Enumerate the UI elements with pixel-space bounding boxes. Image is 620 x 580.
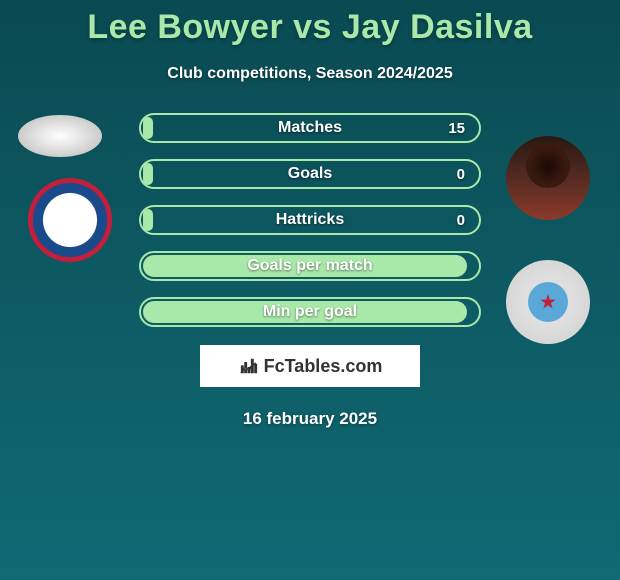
stat-label: Hattricks bbox=[276, 211, 344, 229]
stat-fill bbox=[143, 209, 153, 231]
player-right-photo bbox=[506, 136, 590, 220]
brand-box[interactable]: FcTables.com bbox=[200, 345, 420, 387]
stat-value: 0 bbox=[457, 166, 465, 183]
subtitle: Club competitions, Season 2024/2025 bbox=[0, 65, 620, 83]
stat-fill bbox=[143, 117, 153, 139]
comparison-title: Lee Bowyer vs Jay Dasilva bbox=[0, 0, 620, 47]
stat-bar-min-per-goal: Min per goal bbox=[139, 297, 481, 327]
club-right-badge bbox=[506, 260, 590, 344]
stat-bar-goals-per-match: Goals per match bbox=[139, 251, 481, 281]
club-left-badge bbox=[28, 178, 112, 262]
player-left-photo bbox=[18, 115, 102, 157]
stat-bar-matches: Matches 15 bbox=[139, 113, 481, 143]
date: 16 february 2025 bbox=[0, 409, 620, 429]
chart-icon bbox=[238, 356, 260, 376]
stat-bar-hattricks: Hattricks 0 bbox=[139, 205, 481, 235]
stat-label: Min per goal bbox=[263, 303, 357, 321]
stat-bar-goals: Goals 0 bbox=[139, 159, 481, 189]
stat-fill bbox=[143, 163, 153, 185]
stat-value: 0 bbox=[457, 212, 465, 229]
stat-label: Matches bbox=[278, 119, 342, 137]
stat-label: Goals bbox=[288, 165, 332, 183]
stat-value: 15 bbox=[448, 120, 465, 137]
brand-text: FcTables.com bbox=[264, 356, 383, 377]
stat-label: Goals per match bbox=[247, 257, 372, 275]
